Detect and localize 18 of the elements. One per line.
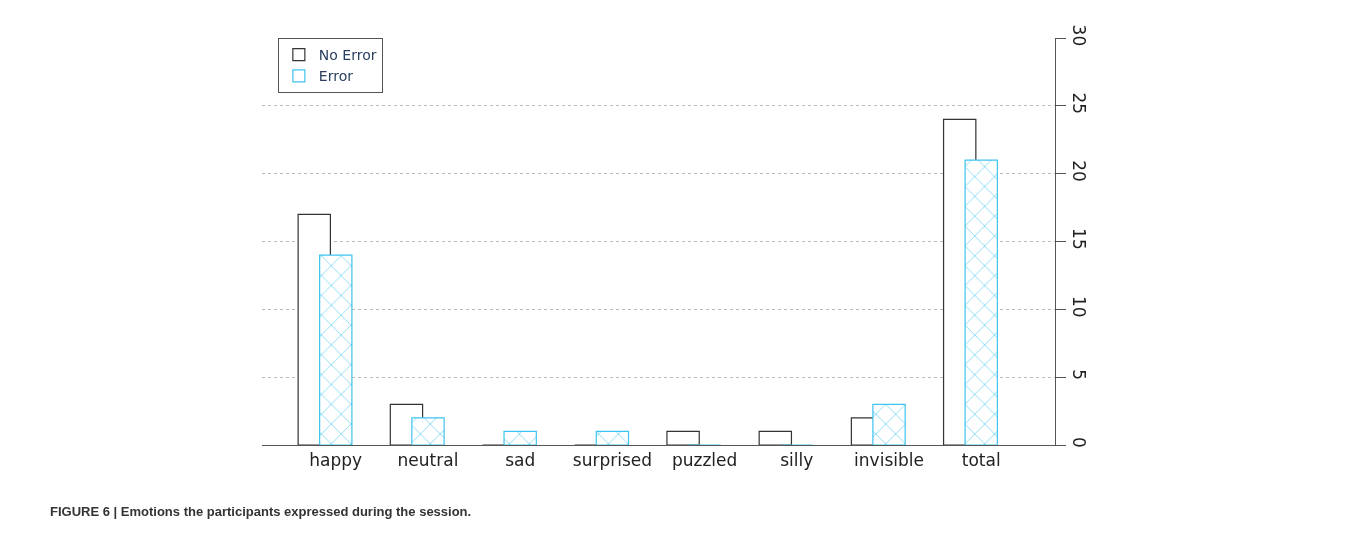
x-tick-label: total	[961, 450, 1001, 471]
y-tick-label: 30	[1068, 24, 1089, 47]
y-tick-label: 5	[1068, 369, 1089, 381]
x-tick-label: surprised	[572, 450, 653, 471]
y-tick-label: 15	[1068, 228, 1089, 250]
x-tick-label: puzzled	[671, 450, 738, 471]
legend-label: No Error	[318, 47, 377, 64]
x-tick-label: invisible	[854, 450, 924, 471]
x-tick-label: silly	[780, 450, 814, 471]
legend-label: Error	[318, 68, 354, 85]
x-tick-label: neutral	[397, 450, 459, 471]
x-tick-label: sad	[505, 450, 536, 471]
y-tick-label: 10	[1068, 295, 1089, 318]
x-tick-label: happy	[309, 450, 363, 471]
y-tick-label: 20	[1068, 160, 1089, 182]
y-tick-label: 25	[1068, 92, 1089, 115]
y-tick-label: 0	[1068, 437, 1089, 448]
caption: FIGURE 6 | Emotions the participants expressed during the session.	[50, 504, 472, 519]
